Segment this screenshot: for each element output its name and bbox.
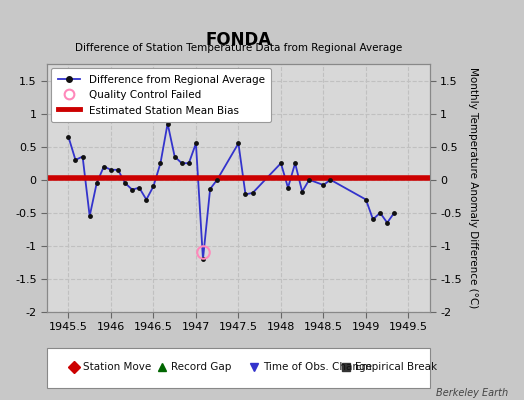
Y-axis label: Monthly Temperature Anomaly Difference (°C): Monthly Temperature Anomaly Difference (… <box>468 67 478 309</box>
FancyBboxPatch shape <box>47 348 430 388</box>
Text: Time of Obs. Change: Time of Obs. Change <box>263 362 372 372</box>
Legend: Difference from Regional Average, Quality Control Failed, Estimated Station Mean: Difference from Regional Average, Qualit… <box>51 68 271 122</box>
Text: Station Move: Station Move <box>83 362 152 372</box>
Text: Empirical Break: Empirical Break <box>355 362 437 372</box>
Text: Difference of Station Temperature Data from Regional Average: Difference of Station Temperature Data f… <box>75 43 402 53</box>
Title: FONDA: FONDA <box>205 30 271 48</box>
Text: Berkeley Earth: Berkeley Earth <box>436 388 508 398</box>
Text: Record Gap: Record Gap <box>171 362 232 372</box>
